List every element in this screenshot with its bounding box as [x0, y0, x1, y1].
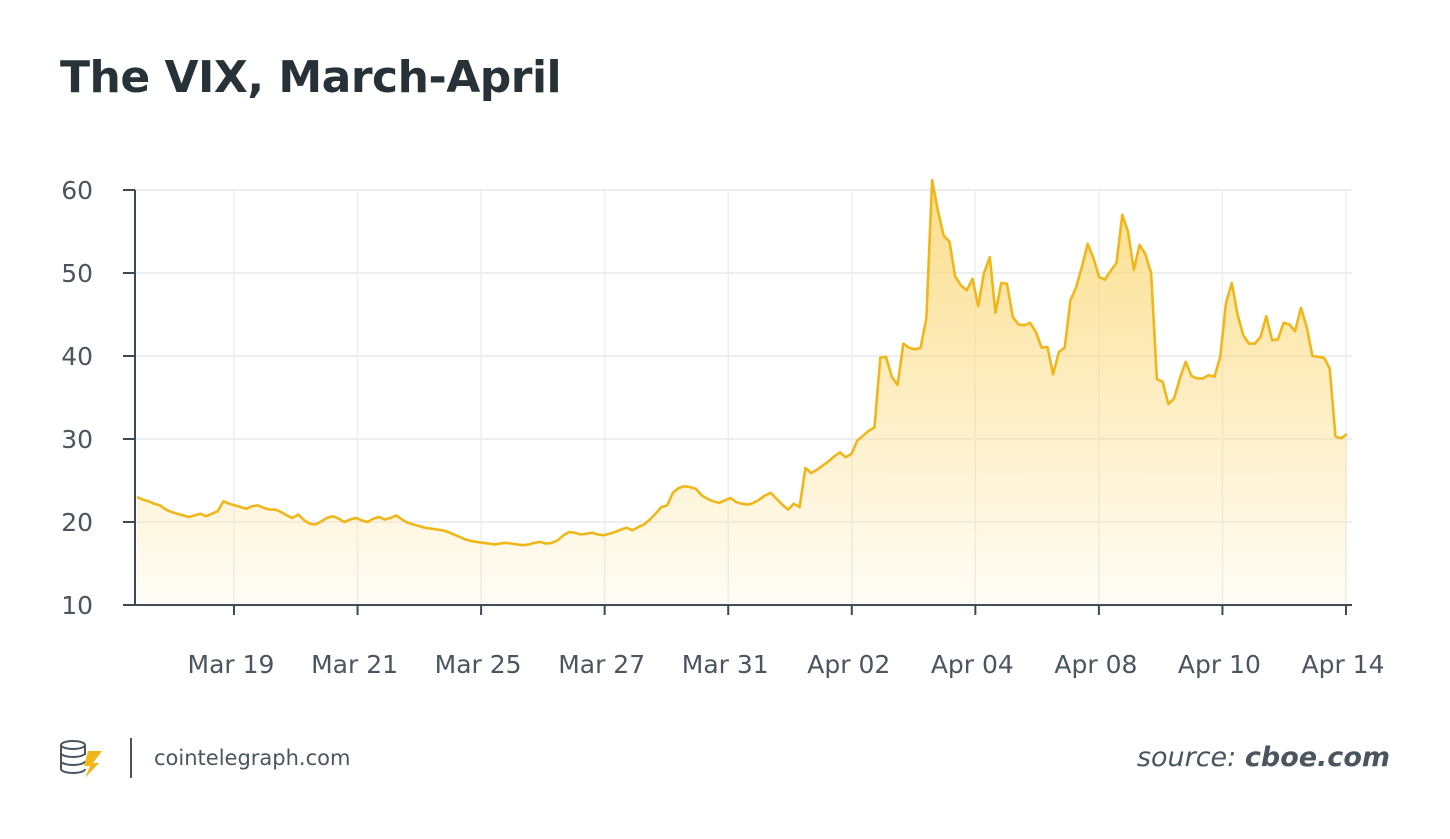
x-tick-label-7: Apr 08	[1054, 650, 1137, 679]
chart-title: The VIX, March-April	[60, 52, 562, 103]
plot-area	[136, 178, 1348, 605]
vix-series-line	[136, 178, 1348, 547]
y-tick-label-30: 30	[61, 425, 93, 454]
brand-footer: cointelegraph.com	[58, 737, 350, 779]
x-tick-label-8: Apr 10	[1178, 650, 1261, 679]
area-fill	[137, 180, 1347, 605]
y-tick-label-20: 20	[61, 508, 93, 537]
x-tick-label-0: Mar 19	[188, 650, 275, 679]
x-tick-label-2: Mar 25	[435, 650, 522, 679]
x-tick-label-6: Apr 04	[931, 650, 1014, 679]
x-tick-label-1: Mar 21	[311, 650, 398, 679]
x-tick-label-5: Apr 02	[807, 650, 890, 679]
source-credit: source: cboe.com	[1137, 742, 1390, 773]
x-tick-labels: Mar 19 Mar 21 Mar 25 Mar 27 Mar 31 Apr 02 Apr …	[188, 650, 1385, 679]
x-tick-label-3: Mar 27	[558, 650, 645, 679]
brand-divider	[130, 738, 132, 778]
y-tick-label-40: 40	[61, 342, 93, 371]
brand-link[interactable]: cointelegraph.com	[154, 746, 351, 770]
source-value[interactable]: cboe.com	[1244, 742, 1390, 773]
x-tick-label-4: Mar 31	[682, 650, 769, 679]
y-tick-label-10: 10	[61, 591, 93, 620]
y-tick-label-50: 50	[61, 259, 93, 288]
y-tick-labels: 10 20 30 40 50 60	[61, 176, 93, 620]
x-tick-label-9: Apr 14	[1301, 650, 1384, 679]
source-label: source:	[1136, 742, 1237, 773]
cointelegraph-logo-icon	[60, 740, 102, 778]
y-tick-label-60: 60	[61, 176, 93, 205]
